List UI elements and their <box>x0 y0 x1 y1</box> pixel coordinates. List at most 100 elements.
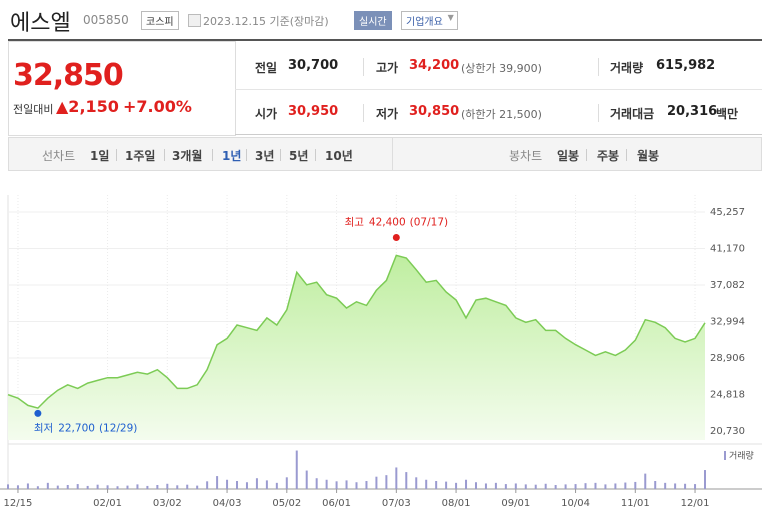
volume-bar <box>76 484 79 489</box>
volume-bar <box>86 485 89 489</box>
line-chart-label: 선차트 <box>42 149 76 163</box>
volume-bar <box>484 483 487 489</box>
volume-bar <box>435 481 438 489</box>
volume-bar <box>295 450 298 489</box>
period-tab[interactable]: 5년 <box>289 149 309 163</box>
legend-label: 거래량 <box>729 450 754 462</box>
period-tab[interactable]: 10년 <box>325 149 353 163</box>
volume-bar <box>96 484 99 489</box>
candle-tab[interactable]: 일봉 <box>557 149 580 163</box>
period-tab[interactable]: 3개월 <box>172 149 203 163</box>
stat-value: 20,316 <box>667 104 718 119</box>
volume-bar <box>445 481 448 489</box>
extreme-label: 최저 22,700 (12/29) <box>34 422 138 434</box>
extreme-marker <box>392 234 400 242</box>
volume-bar <box>325 479 328 489</box>
volume-bar <box>176 485 179 489</box>
stats-divider <box>235 89 762 90</box>
tab-sep <box>164 149 165 161</box>
volume-bar <box>494 482 497 489</box>
stat-value: 30,700 <box>288 58 339 73</box>
stat-label: 거래량 <box>610 61 644 75</box>
stat-label: 거래대금 <box>610 107 655 121</box>
volume-bar <box>345 480 348 489</box>
tab-sep <box>315 149 316 161</box>
stat-value: 30,950 <box>288 104 339 119</box>
volume-bar <box>66 485 69 489</box>
stat-label: 고가 <box>376 61 399 75</box>
x-tick-label: 03/02 <box>153 498 182 509</box>
col-sep <box>363 58 364 76</box>
y-tick-label: 24,818 <box>710 389 745 400</box>
volume-bar <box>385 475 388 489</box>
tab-sep <box>212 149 213 161</box>
period-tab-active[interactable]: 1년 <box>222 149 242 163</box>
col-sep <box>598 104 599 122</box>
volume-bar <box>534 484 537 489</box>
volume-bar <box>285 477 288 489</box>
base-date: 2023.12.15 기준(장마감) <box>203 15 329 28</box>
period-tabs <box>8 137 762 171</box>
volume-bar <box>664 482 667 489</box>
stats-bottom <box>235 134 762 135</box>
x-tick-label: 12/15 <box>4 498 33 509</box>
volume-bar <box>335 481 338 489</box>
volume-bar <box>514 483 517 489</box>
price-area <box>8 255 705 440</box>
volume-bar <box>16 485 19 489</box>
volume-bar <box>315 478 318 489</box>
period-tab[interactable]: 1주일 <box>125 149 156 163</box>
y-tick-label: 45,257 <box>710 207 745 218</box>
candle-tab[interactable]: 주봉 <box>597 149 620 163</box>
volume-bar <box>415 477 418 489</box>
volume-bar <box>684 483 687 489</box>
x-tick-label: 12/01 <box>681 498 710 509</box>
period-tab[interactable]: 3년 <box>255 149 275 163</box>
y-tick-label: 41,170 <box>710 243 745 254</box>
volume-bar <box>106 485 109 489</box>
extreme-value: 42,400 <box>369 217 406 229</box>
legend-swatch <box>724 451 726 460</box>
tab-sep <box>586 149 587 161</box>
stat-sub: (하한가 21,500) <box>461 108 542 121</box>
volume-bar <box>474 482 477 489</box>
stat-value: 30,850 <box>409 104 460 119</box>
change-amount: ▲2,150 <box>56 97 119 116</box>
x-tick-label: 06/01 <box>322 498 351 509</box>
extreme-label: 최고 42,400 (07/17) <box>345 217 449 229</box>
extreme-date: (07/17) <box>410 217 448 229</box>
period-tab[interactable]: 1일 <box>90 149 110 163</box>
company-info-label[interactable]: 기업개요 <box>406 17 443 28</box>
extreme-date: (12/29) <box>99 422 137 434</box>
volume-bar <box>644 473 647 489</box>
candle-tab[interactable]: 월봉 <box>637 149 660 163</box>
realtime-button[interactable]: 실시간 <box>354 11 392 30</box>
volume-bar <box>365 481 368 489</box>
volume-bar <box>56 485 59 489</box>
volume-bar <box>196 485 199 489</box>
volume-bar <box>375 476 378 489</box>
volume-bar <box>634 481 637 489</box>
volume-bar <box>36 486 39 489</box>
volume-bar <box>455 482 458 489</box>
volume-bar <box>146 485 149 489</box>
volume-bar <box>554 485 557 489</box>
volume-bar <box>395 467 398 489</box>
summary-box <box>8 41 236 136</box>
stock-code: 005850 <box>83 13 129 27</box>
calendar-icon <box>188 14 201 27</box>
change-label: 전일대비 <box>13 103 54 116</box>
volume-bar <box>305 470 308 489</box>
volume-bar <box>544 483 547 489</box>
volume-bar <box>564 484 567 489</box>
tab-sep <box>280 149 281 161</box>
stat-label: 전일 <box>255 61 278 75</box>
company-info-dropdown[interactable]: 기업개요 ▼ <box>401 11 458 30</box>
stat-value: 615,982 <box>656 58 716 73</box>
volume-bar <box>275 482 278 489</box>
extreme-value: 22,700 <box>58 422 95 434</box>
current-price: 32,850 <box>13 58 124 93</box>
extreme-kind: 최고 <box>345 217 365 229</box>
